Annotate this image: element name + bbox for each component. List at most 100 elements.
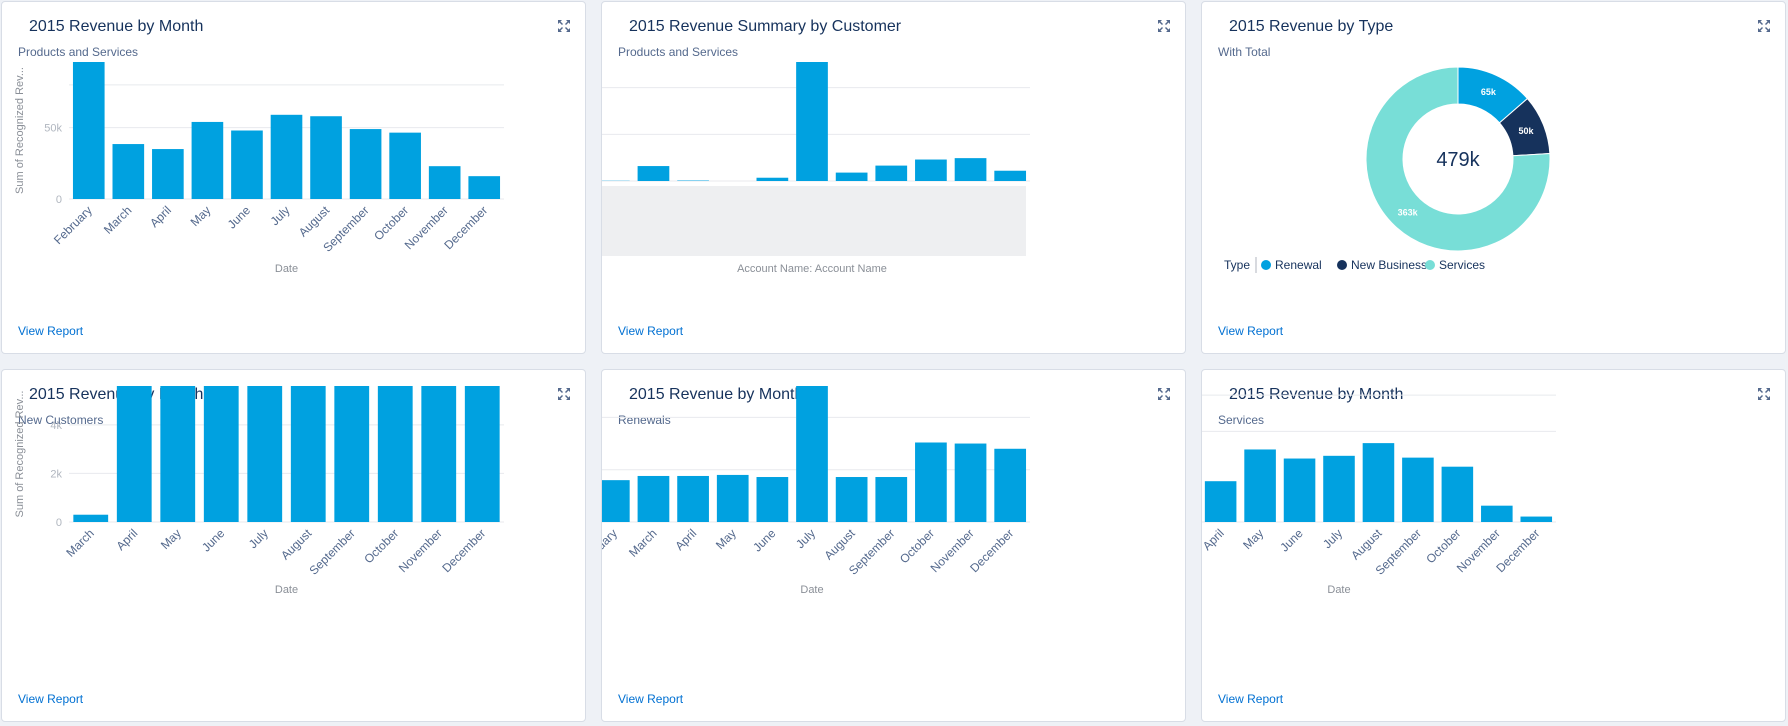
bar bbox=[796, 386, 828, 522]
bar bbox=[835, 477, 868, 522]
bar bbox=[421, 386, 457, 522]
y-axis-title: Sum of Recognized Rev... bbox=[14, 391, 26, 518]
x-tick-label: June bbox=[1277, 526, 1306, 555]
bar bbox=[1402, 457, 1434, 522]
view-report-link[interactable]: View Report bbox=[18, 692, 84, 706]
expand-icon[interactable] bbox=[1757, 19, 1771, 33]
x-tick-label: February bbox=[602, 526, 620, 570]
bar bbox=[756, 477, 789, 522]
bar bbox=[72, 62, 105, 199]
blurred-x-labels bbox=[602, 186, 1026, 256]
view-report-link[interactable]: View Report bbox=[618, 692, 684, 706]
slice-label: 65k bbox=[1481, 87, 1497, 97]
view-report-link[interactable]: View Report bbox=[1218, 692, 1284, 706]
x-tick-label: December bbox=[1493, 526, 1542, 575]
view-report-link[interactable]: View Report bbox=[18, 324, 84, 338]
card-revenue-by-month-new-customers: 2015 Revenue by Month New Customers 0 2k 4… bbox=[1, 369, 586, 722]
expand-icon[interactable] bbox=[1757, 387, 1771, 401]
bar bbox=[270, 114, 303, 199]
x-tick-label: March bbox=[626, 526, 659, 559]
bar bbox=[464, 386, 500, 522]
x-tick-label: December bbox=[441, 203, 490, 252]
x-tick-label: August bbox=[278, 526, 315, 563]
pie-slice bbox=[1365, 66, 1551, 252]
x-tick-label: April bbox=[113, 526, 140, 553]
x-tick-label: September bbox=[306, 526, 357, 577]
x-tick-label: December bbox=[967, 526, 1016, 575]
bar bbox=[1283, 458, 1316, 522]
x-tick-label: February bbox=[51, 203, 95, 247]
x-tick-label: June bbox=[199, 526, 228, 555]
bar bbox=[677, 475, 709, 522]
card-title: 2015 Revenue by Month bbox=[29, 386, 204, 403]
bar bbox=[875, 165, 908, 181]
legend-item: Renewal bbox=[1275, 258, 1322, 272]
card-title: 2015 Revenue by Type bbox=[1229, 18, 1394, 35]
x-tick-label: May bbox=[713, 526, 739, 552]
x-tick-label: October bbox=[1423, 526, 1463, 566]
bar bbox=[152, 149, 184, 199]
legend-swatch bbox=[1261, 260, 1271, 270]
bar bbox=[1204, 481, 1237, 522]
legend-swatch bbox=[1337, 260, 1347, 270]
legend-item: Services bbox=[1439, 258, 1485, 272]
x-tick-label: October bbox=[371, 203, 411, 243]
x-axis-title: Date bbox=[275, 584, 298, 596]
bar bbox=[994, 448, 1027, 522]
card-subtitle: Products and Services bbox=[618, 45, 739, 59]
view-report-link[interactable]: View Report bbox=[618, 324, 684, 338]
x-tick-label: November bbox=[396, 526, 445, 575]
y-tick-label: 50k bbox=[44, 123, 62, 135]
card-title: 2015 Revenue by Month bbox=[629, 386, 804, 403]
x-tick-label: July bbox=[246, 526, 271, 551]
x-tick-label: March bbox=[101, 203, 134, 236]
x-tick-label: October bbox=[897, 526, 937, 566]
x-tick-label: July bbox=[1320, 526, 1345, 551]
bar bbox=[637, 166, 670, 181]
bar-chart: 05k10kSum of Recognized Rev...FebruaryMa… bbox=[602, 386, 1030, 596]
bar bbox=[377, 386, 413, 522]
bar bbox=[796, 62, 828, 181]
view-report-link[interactable]: View Report bbox=[1218, 324, 1284, 338]
x-tick-label: July bbox=[793, 526, 818, 551]
bar bbox=[1244, 449, 1276, 522]
card-title: 2015 Revenue by Month bbox=[1229, 386, 1404, 403]
bar bbox=[247, 386, 283, 522]
bar bbox=[231, 130, 263, 199]
bar bbox=[835, 172, 868, 181]
bar bbox=[310, 116, 342, 199]
bar bbox=[716, 474, 749, 522]
slice-label: 363k bbox=[1398, 207, 1419, 217]
x-axis-title: Date bbox=[1327, 584, 1350, 596]
card-subtitle: Products and Services bbox=[18, 45, 139, 59]
x-tick-label: December bbox=[439, 526, 488, 575]
expand-icon[interactable] bbox=[1157, 19, 1171, 33]
card-revenue-by-type: 2015 Revenue by Type With Total 65k 50k 36… bbox=[1201, 1, 1786, 354]
legend-title: Type bbox=[1224, 258, 1250, 272]
bar bbox=[915, 159, 947, 181]
y-tick-label: 2k bbox=[50, 468, 62, 480]
x-axis-title: Account Name: Account Name bbox=[737, 263, 887, 275]
slice-label: 50k bbox=[1519, 126, 1535, 136]
bar bbox=[203, 386, 239, 522]
bar bbox=[116, 386, 152, 522]
bar bbox=[875, 477, 908, 522]
donut-chart: 65k 50k 363k 479k Type Renewal New Business Ser… bbox=[1224, 66, 1551, 273]
card-subtitle: New Customers bbox=[18, 413, 104, 427]
bar bbox=[637, 475, 670, 522]
bar bbox=[468, 176, 501, 199]
card-subtitle: Renewals bbox=[618, 413, 671, 427]
bar-chart: 0 2k 4k Sum of Recognized Rev... March April M… bbox=[14, 386, 504, 596]
x-tick-label: May bbox=[188, 203, 214, 229]
card-title: 2015 Revenue by Month bbox=[29, 18, 204, 35]
bar bbox=[1323, 455, 1355, 522]
bar bbox=[160, 386, 196, 522]
expand-icon[interactable] bbox=[1157, 387, 1171, 401]
expand-icon[interactable] bbox=[557, 19, 571, 33]
card-revenue-by-month-products: 2015 Revenue by Month Products and Servi… bbox=[1, 1, 586, 354]
x-tick-label: April bbox=[1202, 526, 1227, 553]
expand-icon[interactable] bbox=[557, 387, 571, 401]
x-tick-label: August bbox=[296, 203, 333, 240]
